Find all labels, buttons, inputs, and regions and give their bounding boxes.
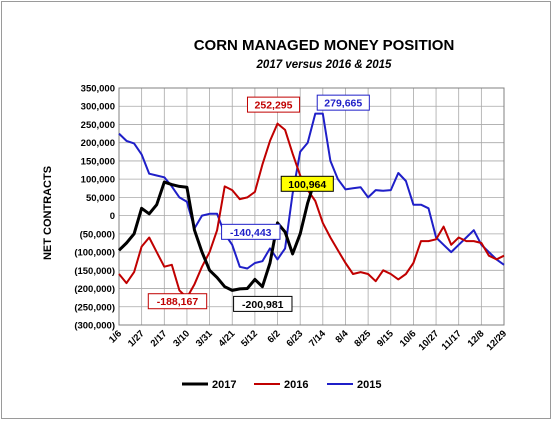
data-label-box (233, 295, 293, 312)
x-tick-label: 11/17 (440, 328, 464, 352)
x-tick-label: 1/27 (126, 328, 147, 349)
x-tick-label: 10/6 (398, 328, 419, 349)
gridlines (118, 87, 505, 326)
y-tick-label: 50,000 (86, 193, 115, 204)
x-tick-label: 12/8 (466, 328, 487, 349)
series-line-2015 (118, 112, 505, 270)
y-axis-label: NET CONTRACTS (42, 166, 54, 260)
y-tick-label: 150,000 (81, 156, 115, 167)
y-tick-label: 300,000 (81, 102, 115, 113)
legend: 2017 2016 2015 (182, 379, 381, 391)
series-line-2016 (118, 122, 505, 299)
x-tick-label: 7/14 (307, 328, 328, 349)
data-label-box (221, 223, 281, 240)
data-label-box (280, 175, 334, 192)
x-tick-label: 9/15 (375, 328, 396, 349)
chart-title: CORN MANAGED MONEY POSITION (194, 37, 455, 54)
x-tick-label: 5/12 (239, 328, 260, 349)
data-label: -188,167 (157, 296, 199, 308)
x-tick-label: 4/21 (216, 328, 237, 349)
x-tick-label: 3/10 (171, 328, 192, 349)
y-tick-label: (300,000) (74, 321, 115, 332)
y-tick-label: (50,000) (80, 229, 115, 240)
series-line-2017 (117, 177, 323, 292)
legend-label-2016: 2016 (284, 379, 308, 391)
y-tick-label: 350,000 (81, 84, 115, 95)
data-label-box (147, 293, 208, 310)
y-tick-label: (250,000) (74, 302, 115, 313)
chart: CORN MANAGED MONEY POSITION 2017 versus … (42, 37, 510, 391)
y-tick-label: (100,000) (74, 248, 115, 259)
axes (118, 87, 505, 326)
y-tick-label: (200,000) (74, 284, 115, 295)
data-label: -140,443 (230, 227, 272, 239)
x-tick-label: 6/2 (266, 328, 283, 345)
chart-subtitle: 2017 versus 2016 & 2015 (256, 59, 393, 71)
legend-label-2017: 2017 (212, 379, 236, 391)
x-tick-label: 8/25 (352, 328, 373, 349)
x-tick-label: 6/23 (284, 328, 305, 349)
x-tick-label: 2/17 (149, 328, 170, 349)
y-tick-label: 0 (110, 211, 115, 222)
x-tick-label: 8/4 (333, 328, 351, 346)
y-tick-label: 250,000 (81, 120, 115, 131)
data-label-box (246, 96, 301, 113)
legend-label-2015: 2015 (357, 379, 381, 391)
x-tick-label: 12/29 (485, 328, 510, 353)
data-label: 279,665 (324, 98, 362, 110)
data-label: 100,964 (288, 179, 326, 191)
data-label: -200,981 (242, 299, 284, 311)
y-tick-label: (150,000) (74, 266, 115, 277)
plot-area-border (118, 87, 505, 326)
y-tick-label: 200,000 (81, 138, 115, 149)
data-label-box (316, 94, 370, 111)
data-label: 252,295 (255, 100, 293, 112)
x-tick-label: 10/27 (417, 328, 442, 353)
data-label-annotations: -140,443 -188,167 252,295 279,665 100,964 -20… (147, 94, 370, 312)
y-tick-label: 100,000 (81, 175, 115, 186)
x-tick-label: 3/31 (194, 328, 215, 349)
